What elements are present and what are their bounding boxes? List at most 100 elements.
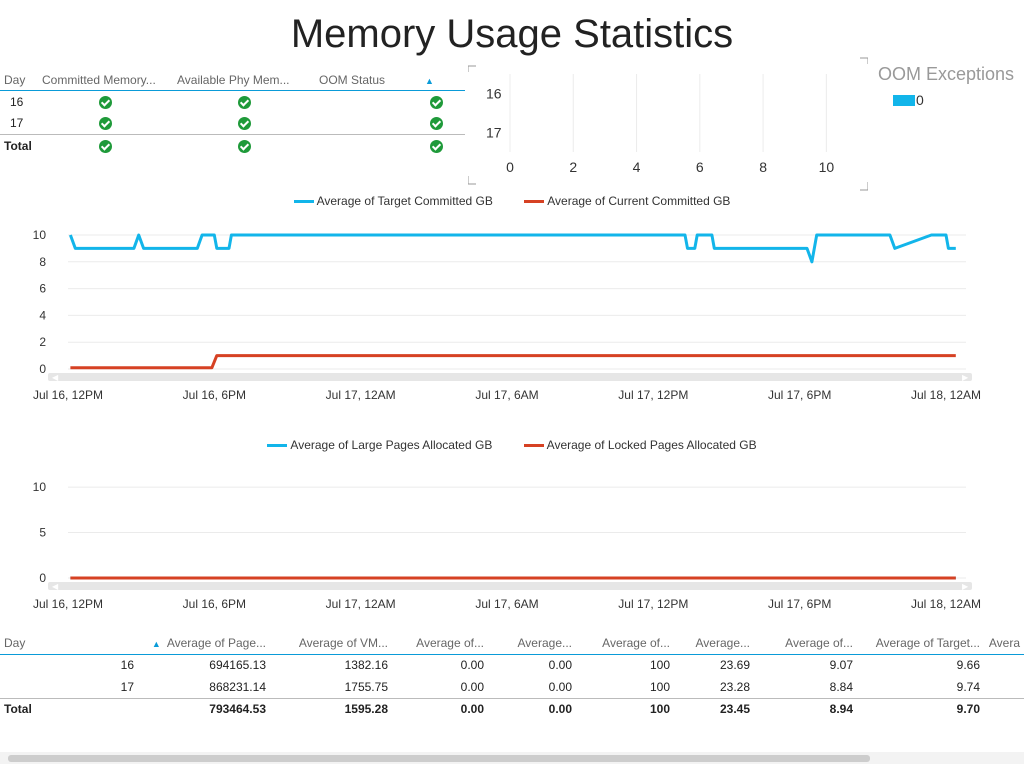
detail-column-header[interactable]: Average of... [392, 632, 488, 655]
ok-check-icon [99, 117, 112, 131]
focus-brackets [468, 57, 868, 191]
table-cell: 0.00 [392, 697, 488, 720]
detail-column-header[interactable]: ▲ Average of Page... [140, 632, 270, 655]
ok-check-icon [430, 95, 443, 109]
detail-column-header[interactable]: Average of Target... [857, 632, 984, 655]
x-tick-label: 2 [569, 159, 577, 175]
committed-chart-legend: Average of Target Committed GB Average o… [0, 194, 1024, 208]
detail-table-header: Day ▲ Average of Page... Average of VM... Av… [0, 632, 1024, 655]
series-line[interactable] [70, 354, 956, 370]
column-header-available-phy-mem[interactable]: Available Phy Mem... [173, 70, 315, 91]
x-tick-label: 6 [696, 159, 704, 175]
x-tick-label: Jul 16, 6PM [183, 597, 246, 611]
table-cell [984, 654, 1024, 676]
table-cell: 0.00 [460, 679, 484, 694]
x-tick-label: 4 [633, 159, 641, 175]
y-tick-label: 10 [33, 480, 47, 494]
oom-legend-label[interactable]: 0 [916, 92, 924, 108]
table-cell: 0.00 [460, 658, 484, 673]
table-cell: 694165.13 [209, 658, 266, 673]
total-row: Total 793464.53 1595.28 0.00 0.00 100 23.45 8.9… [0, 697, 1024, 720]
table-cell: 1755.75 [344, 679, 388, 694]
table-cell: 793464.53 [140, 697, 270, 720]
table-cell: 0.00 [488, 697, 576, 720]
x-tick-label: 0 [506, 159, 514, 175]
detail-column-header[interactable]: Day [0, 632, 140, 655]
table-row: 17 868231.14 1755.75 0.00 0.00 100 23.28 8.84 9.… [0, 676, 1024, 698]
table-cell: 17 [120, 679, 134, 694]
table-cell: 868231.14 [209, 679, 266, 694]
column-header-label: Average of Page... [166, 635, 266, 650]
ok-check-icon [237, 117, 251, 131]
horizontal-scrollbar-thumb[interactable] [8, 755, 870, 762]
y-tick-label: 0 [39, 362, 46, 376]
x-tick-label: 10 [819, 159, 835, 175]
table-cell: 23.45 [674, 697, 754, 720]
x-tick-label: Jul 17, 12PM [618, 597, 688, 611]
day-cell: 16 [10, 94, 24, 109]
table-cell: 23.28 [719, 679, 750, 694]
detail-column-header[interactable]: Average of... [754, 632, 857, 655]
table-row: 17 [0, 113, 465, 135]
series-line[interactable] [68, 233, 956, 264]
sort-ascending-icon[interactable]: ▲ [425, 76, 434, 86]
scroll-right-icon[interactable]: ▶ [962, 582, 969, 591]
x-tick-label: Jul 18, 12AM [911, 597, 981, 611]
table-cell: 1382.16 [344, 658, 388, 673]
detail-column-header[interactable]: Average of VM... [270, 632, 392, 655]
committed-memory-line-chart: 0 2 4 6 8 10 ◀ ▶ Jul 16, 12PM Jul 16, 6PM Jul 17, … [33, 228, 981, 402]
ok-check-icon [430, 139, 443, 153]
ok-check-icon [99, 139, 112, 153]
chart-scrollbar[interactable] [48, 373, 972, 381]
oom-status-label: OOM Status [319, 73, 386, 87]
column-header-oom-status[interactable]: OOM Status ▲ [315, 70, 465, 91]
x-tick-label: Jul 18, 12AM [911, 388, 981, 402]
scroll-left-icon[interactable]: ◀ [52, 582, 59, 591]
table-cell [984, 697, 1024, 720]
column-header-committed-memory[interactable]: Committed Memory... [38, 70, 173, 91]
detail-column-header[interactable]: Average... [488, 632, 576, 655]
table-cell: 9.74 [956, 679, 980, 694]
x-tick-label: Jul 17, 6PM [768, 388, 831, 402]
oom-legend-title: OOM Exceptions [878, 64, 1015, 84]
category-label: 16 [486, 86, 502, 102]
ok-check-icon [430, 117, 443, 131]
x-tick-label: 8 [759, 159, 767, 175]
oom-exceptions-chart: 16 17 0 2 4 6 8 10 [468, 57, 868, 191]
x-tick-label: Jul 17, 6AM [475, 388, 538, 402]
chart-scrollbar[interactable] [48, 582, 972, 590]
x-tick-label: Jul 16, 12PM [33, 597, 103, 611]
table-cell: 0.00 [548, 658, 572, 673]
legend-item-locked-pages[interactable]: Average of Locked Pages Allocated GB [523, 438, 757, 452]
y-tick-label: 4 [39, 308, 46, 322]
table-cell: 16 [120, 658, 134, 673]
sort-ascending-icon[interactable]: ▲ [151, 638, 161, 649]
status-table-header: Day Committed Memory... Available Phy Me… [0, 70, 465, 91]
y-tick-label: 8 [39, 255, 46, 269]
total-label: Total [0, 134, 38, 157]
oom-legend-swatch[interactable] [893, 95, 915, 106]
legend-item-target-committed[interactable]: Average of Target Committed GB [293, 194, 493, 208]
pages-chart-legend: Average of Large Pages Allocated GB Aver… [0, 438, 1024, 452]
column-header-day[interactable]: Day [0, 70, 38, 91]
detail-table: Day ▲ Average of Page... Average of VM... Av… [0, 632, 1024, 720]
legend-item-large-pages[interactable]: Average of Large Pages Allocated GB [267, 438, 492, 452]
y-tick-label: 5 [39, 526, 46, 540]
y-tick-label: 6 [39, 282, 46, 296]
category-label: 17 [486, 125, 502, 141]
scroll-right-icon[interactable]: ▶ [962, 373, 969, 382]
detail-column-header[interactable]: Average... [674, 632, 754, 655]
ok-check-icon [237, 139, 251, 153]
table-cell: 100 [576, 697, 674, 720]
scroll-left-icon[interactable]: ◀ [52, 373, 59, 382]
detail-column-header[interactable]: Avera [984, 632, 1024, 655]
detail-column-header[interactable]: Average of... [576, 632, 674, 655]
table-row: 16 694165.13 1382.16 0.00 0.00 100 23.69 9.07 9.… [0, 654, 1024, 676]
x-tick-label: Jul 16, 6PM [183, 388, 246, 402]
table-cell: 1595.28 [270, 697, 392, 720]
ok-check-icon [237, 95, 251, 109]
table-cell: 8.94 [754, 697, 857, 720]
day-cell: 17 [10, 116, 24, 131]
table-cell: 100 [649, 658, 670, 673]
legend-item-current-committed[interactable]: Average of Current Committed GB [524, 194, 730, 208]
